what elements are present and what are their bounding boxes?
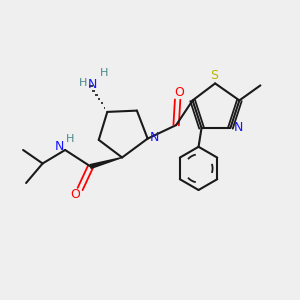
Text: N: N: [55, 140, 64, 154]
Polygon shape: [90, 158, 122, 168]
Text: H: H: [79, 78, 88, 88]
Text: N: N: [149, 130, 159, 144]
Text: S: S: [210, 68, 218, 82]
Text: H: H: [66, 134, 75, 144]
Text: N: N: [234, 122, 244, 134]
Text: N: N: [88, 78, 97, 92]
Text: O: O: [174, 86, 184, 100]
Text: O: O: [71, 188, 80, 201]
Text: H: H: [100, 68, 109, 78]
